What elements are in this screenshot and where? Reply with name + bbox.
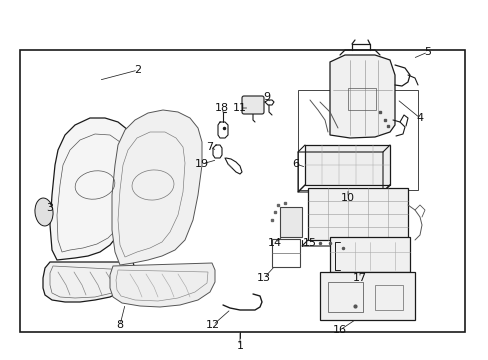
Text: 8: 8 — [116, 320, 123, 330]
Bar — [297, 90, 417, 190]
Polygon shape — [329, 55, 394, 138]
Bar — [374, 285, 402, 310]
Text: 17: 17 — [352, 273, 366, 283]
Text: 18: 18 — [215, 103, 228, 113]
Bar — [319, 272, 414, 320]
Bar — [347, 88, 375, 110]
Polygon shape — [50, 118, 135, 260]
Text: 14: 14 — [267, 238, 282, 248]
Bar — [20, 50, 464, 332]
Bar — [329, 237, 409, 272]
Text: 2: 2 — [134, 65, 141, 75]
Bar — [305, 145, 389, 185]
Polygon shape — [110, 263, 215, 307]
Polygon shape — [112, 110, 202, 265]
Text: 16: 16 — [332, 325, 346, 335]
Text: 9: 9 — [263, 92, 270, 102]
Bar — [271, 239, 299, 267]
FancyBboxPatch shape — [242, 96, 264, 114]
Text: 10: 10 — [340, 193, 354, 203]
Text: 15: 15 — [303, 238, 316, 248]
Text: 4: 4 — [416, 113, 423, 123]
Text: 12: 12 — [205, 320, 220, 330]
Text: 3: 3 — [46, 203, 53, 213]
Text: 5: 5 — [424, 47, 430, 57]
Text: 19: 19 — [195, 159, 209, 169]
Text: 7: 7 — [206, 142, 213, 152]
Bar — [327, 282, 362, 312]
Bar — [307, 188, 407, 240]
Ellipse shape — [35, 198, 53, 226]
Text: 11: 11 — [232, 103, 246, 113]
Text: 13: 13 — [257, 273, 270, 283]
Polygon shape — [43, 262, 135, 302]
Text: 6: 6 — [292, 159, 299, 169]
Text: 1: 1 — [236, 341, 243, 351]
Bar — [280, 207, 302, 237]
